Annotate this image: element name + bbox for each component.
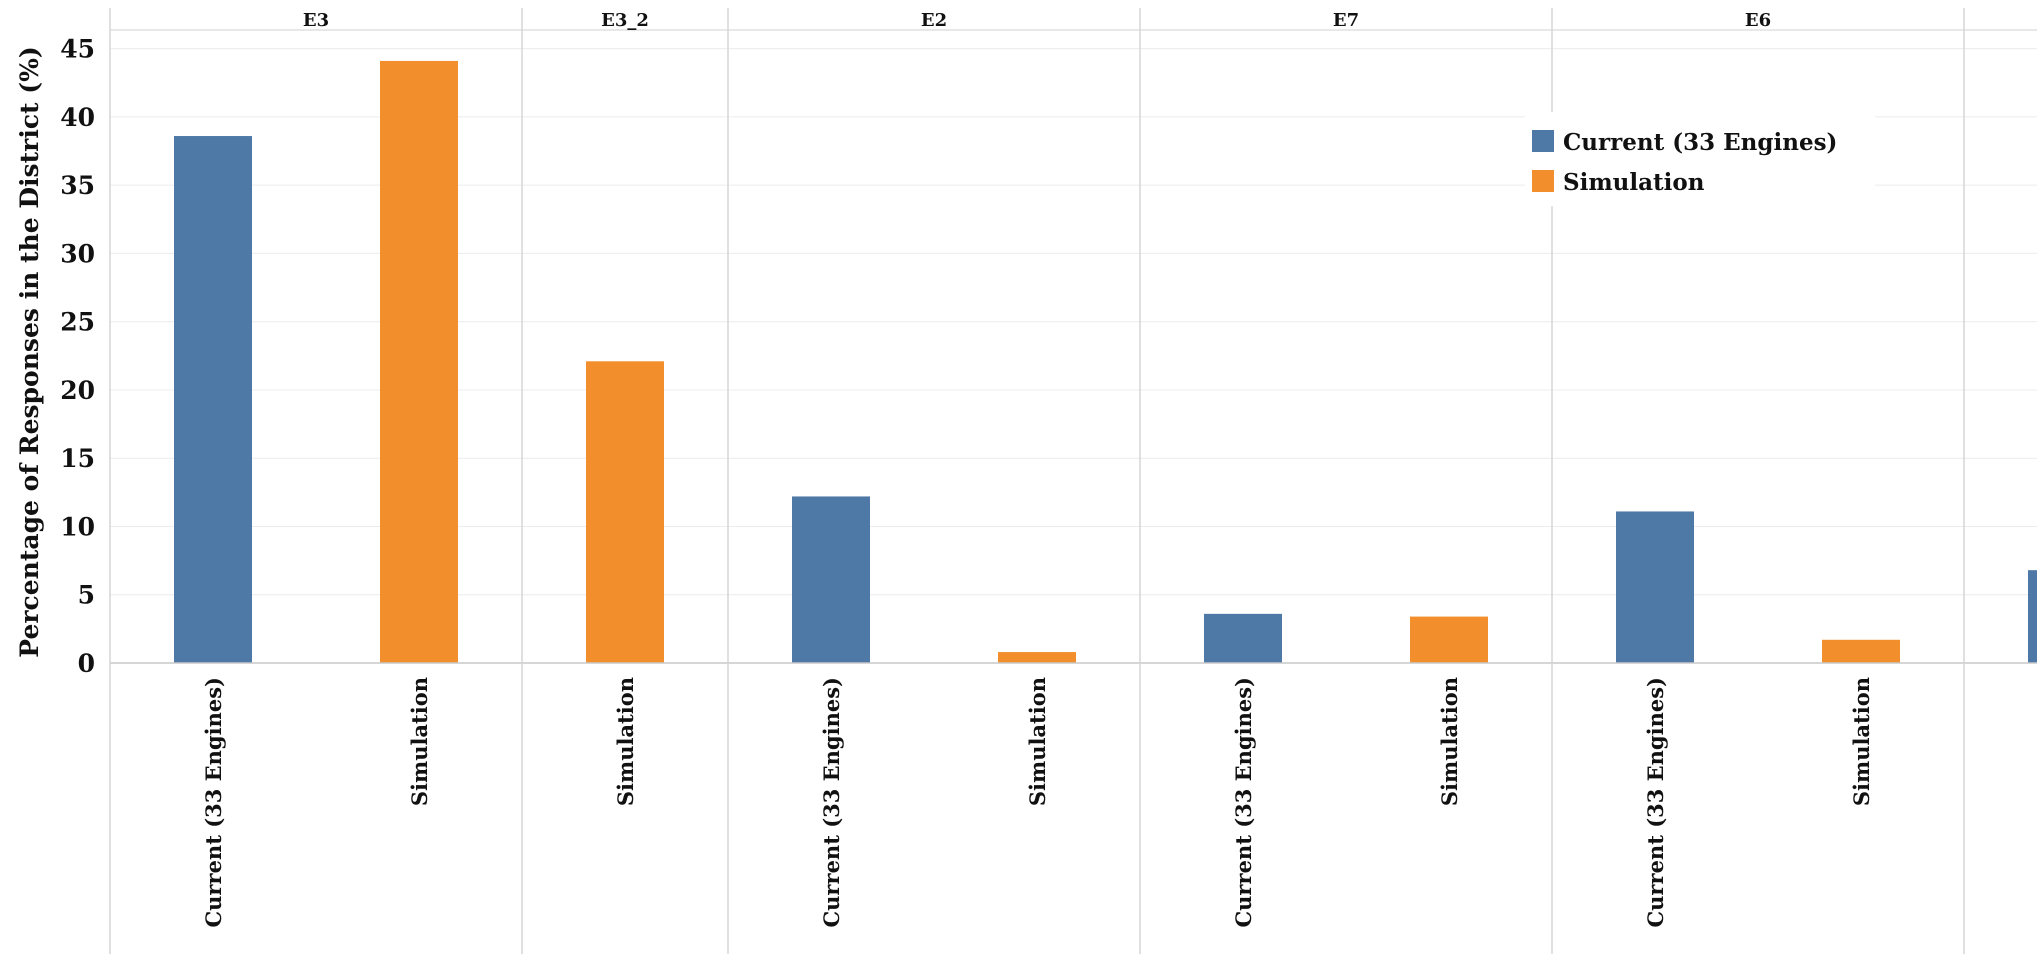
legend-background [1525,112,1875,206]
bar-e6-simulation [1822,639,1900,663]
y-tick-label: 40 [60,103,95,132]
category-label: Simulation [1437,677,1462,806]
legend-label-simulation: Simulation [1563,169,1705,196]
category-label: Current (33 Engines) [201,677,226,928]
y-tick-label: 20 [60,376,95,405]
category-label: Simulation [613,677,638,806]
bar-e3-2-simulation [586,361,664,663]
y-tick-label: 45 [60,35,95,64]
bar-e3-current-33-engines [174,136,252,663]
group-label-e3: E3 [303,10,329,31]
bar-e2-simulation [998,652,1076,663]
y-tick-label: 0 [78,649,95,678]
category-label: Simulation [407,677,432,806]
legend-swatch-simulation [1532,170,1554,192]
category-label: Simulation [1849,677,1874,806]
bars-layer [174,60,2037,663]
y-tick-label: 10 [60,512,95,541]
legend-swatch-current [1532,130,1554,152]
category-label: Current (33 Engines) [819,677,844,928]
group-label-e7: E7 [1333,10,1359,31]
y-tick-label: 35 [60,171,95,200]
group-label-e6: E6 [1745,10,1771,31]
bar-e7-simulation [1410,616,1488,663]
y-tick-label: 5 [78,581,95,610]
bar-e6-current-33-engines [1616,511,1694,663]
category-label: Current (33 Engines) [1231,677,1256,928]
y-tick-label: 15 [60,444,95,473]
bar-e3-simulation [380,60,458,663]
category-label: Simulation [1025,677,1050,806]
group-label-e3-2: E3_2 [601,10,649,31]
bar-e2-current-33-engines [792,496,870,663]
labels-layer: 0 5 10 15 20 25 30 35 40 45 E3 Current (33 Engines)… [60,10,1874,928]
bar-e7-current-33-engines [1204,613,1282,663]
y-axis-title: Percentage of Responses in the District … [15,46,44,657]
group-label-e2: E2 [921,10,947,31]
y-tick-label: 25 [60,308,95,337]
category-label: Current (33 Engines) [1643,677,1668,928]
legend: Current (33 Engines) Simulation [1525,112,1875,206]
bar-e10-current-33-engines [2028,570,2037,663]
legend-label-current: Current (33 Engines) [1563,129,1837,156]
y-tick-label: 30 [60,239,95,268]
